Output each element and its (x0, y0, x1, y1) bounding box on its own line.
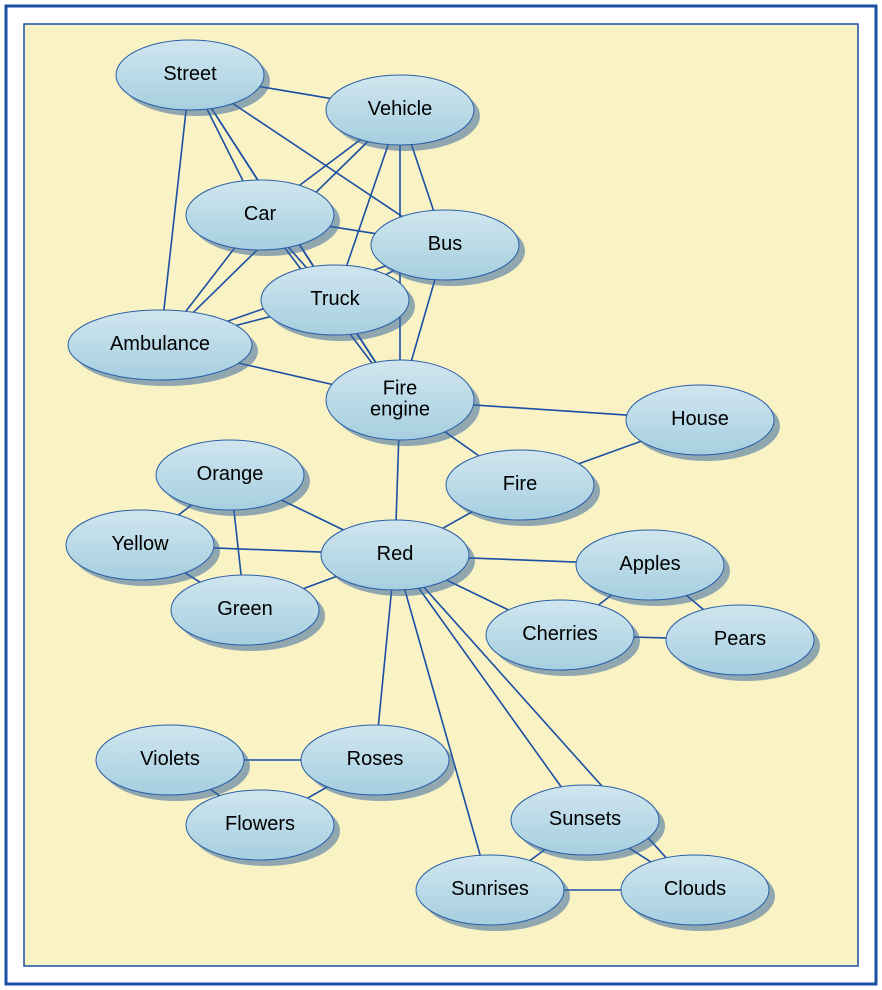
node-vehicle (326, 75, 474, 145)
node-orange (156, 440, 304, 510)
node-bus (371, 210, 519, 280)
node-green (171, 575, 319, 645)
network-svg: StreetVehicleCarBusTruckAmbulanceFireeng… (0, 0, 882, 990)
node-cherries (486, 600, 634, 670)
node-sunsets (511, 785, 659, 855)
semantic-network-diagram: StreetVehicleCarBusTruckAmbulanceFireeng… (0, 0, 882, 990)
node-pears (666, 605, 814, 675)
node-clouds (621, 855, 769, 925)
node-car (186, 180, 334, 250)
node-violets (96, 725, 244, 795)
node-house (626, 385, 774, 455)
node-apples (576, 530, 724, 600)
node-flowers (186, 790, 334, 860)
node-street (116, 40, 264, 110)
node-roses (301, 725, 449, 795)
node-truck (261, 265, 409, 335)
node-fire (446, 450, 594, 520)
node-fireengine (326, 360, 474, 440)
node-sunrises (416, 855, 564, 925)
node-yellow (66, 510, 214, 580)
node-red (321, 520, 469, 590)
node-ambulance (68, 310, 252, 380)
